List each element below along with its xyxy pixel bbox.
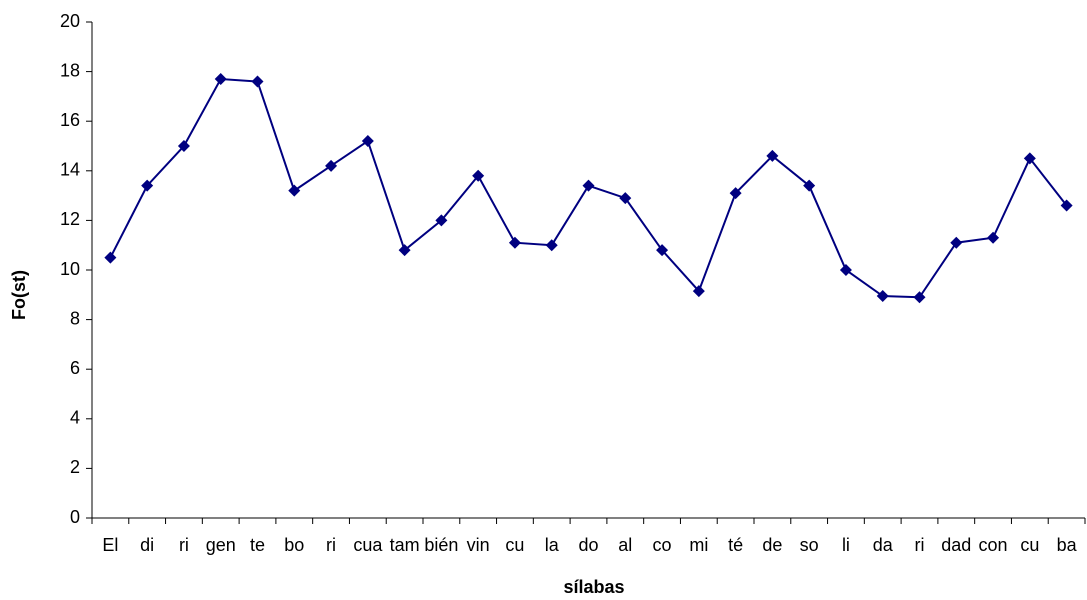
x-tick-label: ba bbox=[1057, 535, 1078, 555]
y-axis-title: Fo(st) bbox=[9, 270, 29, 320]
y-tick-label: 18 bbox=[60, 60, 80, 80]
marker bbox=[987, 231, 1000, 244]
x-tick-label: al bbox=[618, 535, 632, 555]
x-tick-label: El bbox=[102, 535, 118, 555]
marker bbox=[104, 251, 117, 264]
marker bbox=[472, 169, 485, 182]
marker bbox=[766, 149, 779, 162]
x-tick-label: bién bbox=[424, 535, 458, 555]
marker bbox=[214, 73, 227, 86]
x-tick-label: cu bbox=[1020, 535, 1039, 555]
marker bbox=[361, 135, 374, 148]
y-tick-label: 6 bbox=[70, 358, 80, 378]
marker bbox=[545, 239, 558, 252]
marker bbox=[582, 179, 595, 192]
marker bbox=[950, 236, 963, 249]
marker bbox=[435, 214, 448, 227]
x-tick-label: la bbox=[545, 535, 560, 555]
x-tick-label: co bbox=[653, 535, 672, 555]
y-tick-label: 20 bbox=[60, 11, 80, 31]
y-tick-label: 16 bbox=[60, 110, 80, 130]
marker bbox=[251, 75, 264, 88]
y-tick-label: 10 bbox=[60, 259, 80, 279]
x-tick-label: ri bbox=[326, 535, 336, 555]
marker bbox=[656, 244, 669, 257]
y-tick-label: 2 bbox=[70, 457, 80, 477]
marker bbox=[692, 285, 705, 298]
x-tick-label: so bbox=[800, 535, 819, 555]
x-tick-label: da bbox=[873, 535, 894, 555]
marker bbox=[288, 184, 301, 197]
x-tick-label: bo bbox=[284, 535, 304, 555]
x-tick-label: ri bbox=[915, 535, 925, 555]
marker bbox=[913, 291, 926, 304]
marker bbox=[619, 192, 632, 205]
marker bbox=[508, 236, 521, 249]
marker bbox=[325, 159, 338, 172]
y-tick-label: 8 bbox=[70, 308, 80, 328]
marker bbox=[177, 140, 190, 152]
x-tick-label: do bbox=[578, 535, 598, 555]
marker bbox=[141, 179, 154, 192]
y-tick-label: 12 bbox=[60, 209, 80, 229]
marker bbox=[398, 244, 411, 257]
y-tick-label: 0 bbox=[70, 507, 80, 527]
marker bbox=[729, 187, 742, 200]
marker bbox=[876, 290, 889, 303]
x-axis-title: sílabas bbox=[563, 577, 624, 597]
marker bbox=[803, 179, 816, 192]
x-tick-label: vin bbox=[467, 535, 490, 555]
y-tick-label: 4 bbox=[70, 408, 80, 428]
x-tick-label: di bbox=[140, 535, 154, 555]
marker bbox=[1060, 199, 1073, 212]
marker bbox=[839, 264, 852, 276]
x-tick-label: gen bbox=[206, 535, 236, 555]
x-tick-label: cu bbox=[505, 535, 524, 555]
x-tick-label: ri bbox=[179, 535, 189, 555]
x-tick-label: mi bbox=[689, 535, 708, 555]
x-tick-label: té bbox=[728, 535, 743, 555]
x-tick-label: de bbox=[762, 535, 782, 555]
y-tick-label: 14 bbox=[60, 160, 80, 180]
x-tick-label: tam bbox=[390, 535, 420, 555]
x-tick-label: con bbox=[979, 535, 1008, 555]
x-tick-label: li bbox=[842, 535, 850, 555]
x-tick-label: te bbox=[250, 535, 265, 555]
x-tick-label: dad bbox=[941, 535, 971, 555]
x-tick-label: cua bbox=[353, 535, 383, 555]
marker bbox=[1023, 152, 1036, 165]
